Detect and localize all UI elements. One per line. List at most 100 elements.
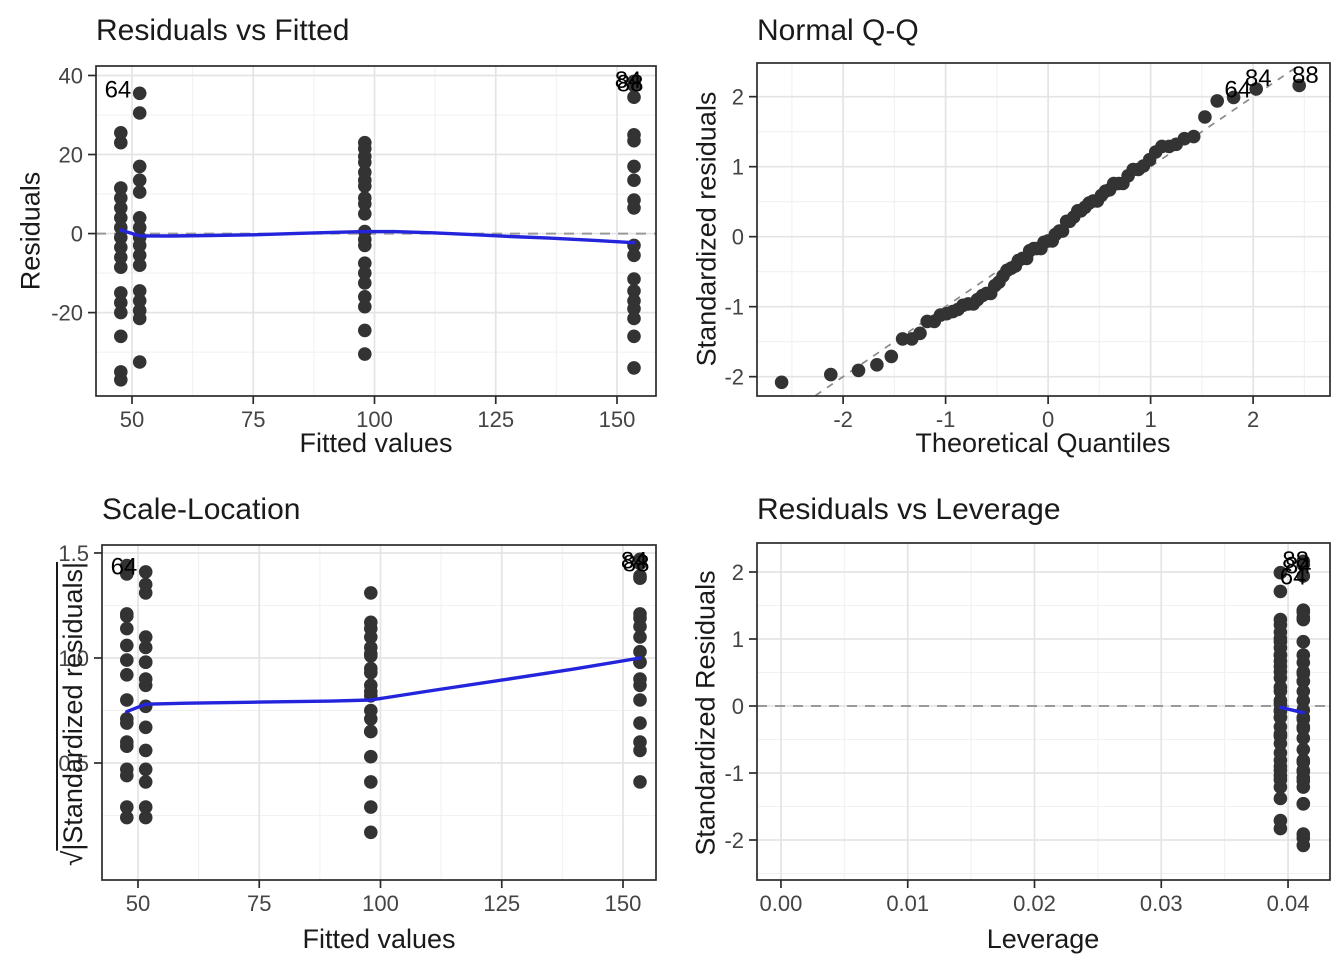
data-point <box>1273 759 1288 774</box>
x-tick-label: 0.01 <box>886 891 929 916</box>
data-point <box>120 607 134 621</box>
data-point <box>1296 684 1311 699</box>
data-point <box>633 571 647 585</box>
x-tick-label: -1 <box>936 407 956 432</box>
data-point <box>1273 710 1288 725</box>
data-point <box>358 179 372 193</box>
data-point <box>364 800 378 814</box>
data-point <box>132 238 147 253</box>
data-point <box>138 630 153 644</box>
data-point <box>114 250 128 265</box>
data-point <box>358 266 372 280</box>
data-point <box>358 155 372 170</box>
data-point <box>114 181 128 195</box>
data-point <box>851 363 866 378</box>
y-tick-label: 20 <box>59 143 83 168</box>
data-point <box>1273 791 1288 806</box>
data-point <box>358 290 372 304</box>
x-tick-label: 2 <box>1247 407 1259 432</box>
data-point <box>1249 82 1263 96</box>
data-point <box>1296 720 1311 734</box>
data-point <box>1273 746 1288 760</box>
outlier-label-64: 64 <box>1280 564 1307 591</box>
data-point <box>1186 129 1201 144</box>
x-tick-label: 150 <box>599 407 636 432</box>
data-point <box>120 621 134 636</box>
data-point <box>1296 693 1311 708</box>
data-point <box>633 693 647 707</box>
outlier-label-84: 84 <box>1285 552 1312 579</box>
data-point <box>132 258 147 273</box>
data-point <box>1198 110 1212 124</box>
data-point <box>138 565 153 579</box>
data-point <box>358 207 372 221</box>
data-point <box>1210 94 1224 108</box>
x-axis-title-theoretical-quantiles: Theoretical Quantiles <box>915 428 1171 458</box>
outlier-label-84: 84 <box>1245 65 1272 92</box>
data-point <box>132 159 147 174</box>
data-point <box>1273 813 1288 828</box>
y-tick-label: -1 <box>724 761 744 786</box>
data-point <box>114 211 128 225</box>
data-point <box>132 248 147 263</box>
data-point <box>633 556 647 571</box>
data-point <box>627 311 641 326</box>
data-point <box>1296 710 1311 725</box>
data-point <box>1273 565 1288 580</box>
data-point <box>138 775 153 789</box>
y-tick-label: 1.5 <box>58 541 89 566</box>
data-point <box>114 230 128 245</box>
data-point <box>1273 654 1288 668</box>
data-point <box>132 220 147 235</box>
y-tick-label: -2 <box>724 828 744 853</box>
data-point <box>358 256 372 271</box>
data-point <box>627 159 641 174</box>
data-point <box>627 90 641 104</box>
data-point <box>132 211 147 225</box>
data-point <box>633 716 647 730</box>
data-point <box>358 299 372 314</box>
x-tick-label: 0.00 <box>760 891 803 916</box>
data-point <box>120 693 134 707</box>
data-point <box>1296 797 1311 811</box>
outlier-label-84: 84 <box>621 547 648 574</box>
x-tick-label: 125 <box>483 891 520 916</box>
y-axis-title-residuals: Residuals <box>15 171 46 291</box>
x-tick-label: 100 <box>356 407 393 432</box>
data-point <box>120 739 134 753</box>
smooth-line <box>119 228 636 245</box>
data-point <box>358 197 372 211</box>
x-tick-label: 75 <box>241 407 265 432</box>
y-tick-label: -1 <box>724 295 744 320</box>
outlier-label-64: 64 <box>111 554 138 581</box>
x-tick-label: 0.02 <box>1013 891 1056 916</box>
data-point <box>114 295 128 310</box>
data-point <box>1296 780 1311 794</box>
panel-background <box>102 545 656 880</box>
data-point <box>364 775 378 789</box>
panel-title-normal-qq: Normal Q-Q <box>757 14 919 47</box>
data-point <box>824 367 838 382</box>
data-point <box>884 349 899 364</box>
data-point <box>364 724 378 739</box>
data-point <box>132 106 147 120</box>
data-point <box>114 329 128 344</box>
y-tick-label: 1 <box>732 155 744 180</box>
data-point <box>120 558 134 573</box>
outlier-label-88: 88 <box>617 70 644 97</box>
x-axis-title-fitted-values-top: Fitted values <box>299 428 453 458</box>
x-tick-label: 0.03 <box>1140 891 1183 916</box>
data-point <box>120 638 134 653</box>
data-point <box>120 810 134 825</box>
data-point <box>364 703 378 718</box>
data-point <box>364 615 378 630</box>
y-tick-label: 0 <box>732 225 744 250</box>
data-point <box>132 355 147 369</box>
data-point <box>627 78 641 93</box>
data-point <box>120 668 134 682</box>
data-point <box>364 647 378 661</box>
data-point <box>1273 584 1288 599</box>
data-point <box>633 775 647 789</box>
data-point <box>627 272 641 286</box>
